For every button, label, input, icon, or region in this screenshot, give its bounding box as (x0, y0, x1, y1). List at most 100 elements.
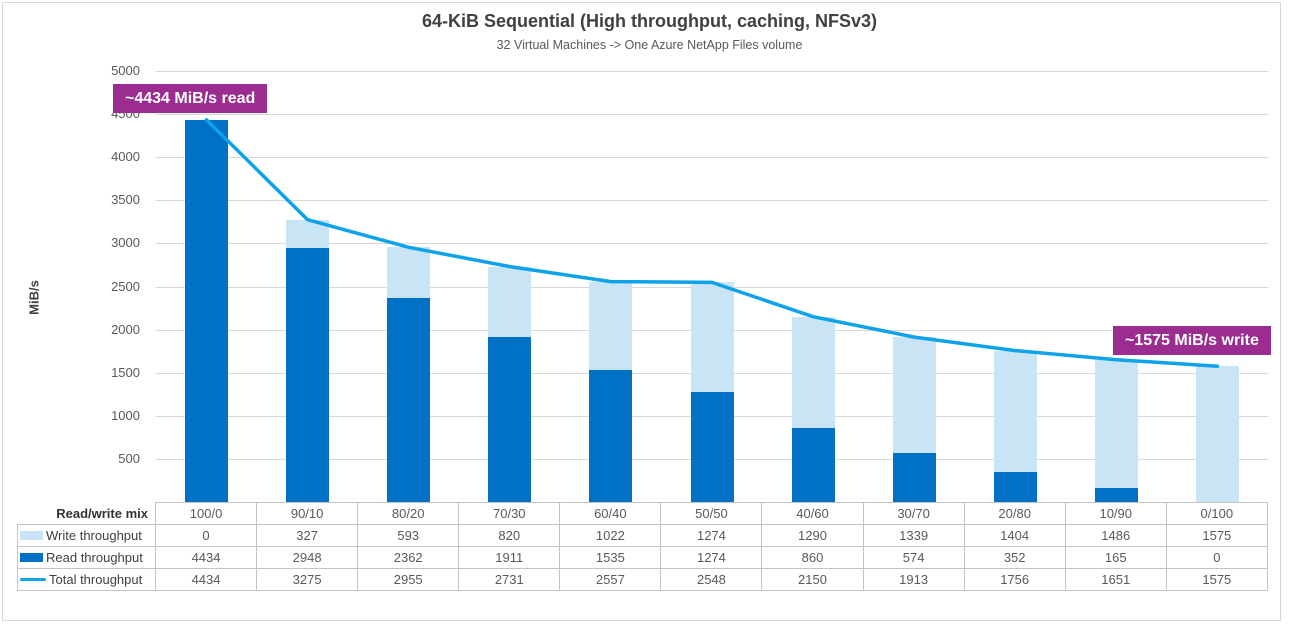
value-cell: 2150 (761, 568, 864, 591)
total-throughput-line (204, 118, 1220, 368)
category-cell: 80/20 (357, 502, 460, 525)
y-axis-title: MiB/s (26, 280, 42, 315)
value-cell: 1290 (761, 524, 864, 547)
bar-write-segment (1094, 359, 1138, 488)
bar-read-segment (589, 369, 633, 502)
category-cell: 30/70 (862, 502, 965, 525)
bar-write-segment (1195, 366, 1239, 502)
category-cell: 60/40 (559, 502, 662, 525)
bar-read-segment (185, 119, 229, 502)
gridline (156, 243, 1268, 245)
bar-read-segment (993, 471, 1037, 502)
bar-write-segment (589, 281, 633, 370)
value-cell: 2362 (357, 546, 460, 569)
value-cell: 1274 (660, 546, 763, 569)
value-cell: 1535 (559, 546, 662, 569)
category-cell: 0/100 (1165, 502, 1268, 525)
bar-write-segment (690, 282, 734, 393)
write-swatch-icon (20, 531, 43, 541)
value-cell: 327 (256, 524, 359, 547)
value-cell: 1913 (862, 568, 965, 591)
value-cell: 3275 (256, 568, 359, 591)
y-tick-label: 5000 (111, 63, 140, 78)
category-cell: 100/0 (154, 502, 258, 525)
legend-label: Total throughput (49, 572, 143, 587)
bar-read-segment (690, 392, 734, 502)
value-cell: 820 (458, 524, 561, 547)
value-cell: 1274 (660, 524, 763, 547)
category-cell: 40/60 (761, 502, 864, 525)
bar-write-segment (993, 350, 1037, 472)
total-line-path (204, 118, 1220, 368)
bar-read-segment (488, 337, 532, 502)
y-tick-label: 1000 (111, 407, 140, 423)
bar-read-segment (791, 427, 835, 502)
value-cell: 593 (357, 524, 460, 547)
category-cell: 90/10 (256, 502, 359, 525)
chart-title: 64-KiB Sequential (High throughput, cach… (421, 11, 878, 31)
value-cell: 1651 (1064, 568, 1167, 591)
value-cell: 4434 (154, 546, 258, 569)
legend-cell: Total throughput (17, 568, 156, 591)
annotation-read-callout: ~4434 MiB/s read (113, 84, 268, 113)
category-cell: 10/90 (1064, 502, 1167, 525)
value-cell: 1022 (559, 524, 662, 547)
value-cell: 2731 (458, 568, 561, 591)
legend-label: Write throughput (46, 528, 142, 543)
gridline (156, 71, 1268, 72)
value-cell: 2948 (256, 546, 359, 569)
bar-read-segment (387, 298, 431, 502)
legend-cell: Write throughput (17, 524, 156, 547)
data-table: Read/write mix 100/0 90/10 80/20 70/30 60/40 5… (17, 502, 1268, 591)
legend-cell: Read throughput (17, 546, 156, 569)
bar-read-segment (892, 452, 936, 502)
value-cell: 1575 (1165, 524, 1268, 547)
value-cell: 165 (1064, 546, 1167, 569)
value-cell: 352 (963, 546, 1066, 569)
y-tick-label: 3000 (111, 235, 140, 251)
y-tick-label: 2500 (111, 278, 140, 294)
y-tick-label: 4000 (111, 149, 140, 165)
value-cell: 1486 (1064, 524, 1167, 547)
table-row-write: Write throughput 0 327 593 820 1022 1274 1290 13… (17, 524, 1268, 547)
value-cell: 2955 (357, 568, 460, 591)
annotation-write-callout: ~1575 MiB/s write (1113, 326, 1271, 355)
bar-write-segment (387, 247, 431, 299)
bar-write-segment (791, 316, 835, 428)
category-cell: 20/80 (963, 502, 1066, 525)
y-tick-label: 1500 (111, 364, 140, 380)
y-tick-label: 2000 (111, 321, 140, 337)
value-cell: 1575 (1165, 568, 1268, 591)
category-cell: 70/30 (458, 502, 561, 525)
read-swatch-icon (20, 553, 43, 563)
category-cell: 50/50 (660, 502, 763, 525)
bar-read-segment (1094, 487, 1138, 502)
total-line-swatch-icon (20, 578, 46, 582)
bar-read-segment (286, 247, 330, 502)
bar-write-segment (892, 337, 936, 453)
value-cell: 1404 (963, 524, 1066, 547)
legend-label: Read throughput (46, 550, 143, 565)
chart-subtitle: 32 Virtual Machines -> One Azure NetApp … (496, 38, 803, 52)
value-cell: 0 (1165, 546, 1268, 569)
value-cell: 1756 (963, 568, 1066, 591)
plot-area (156, 71, 1268, 502)
value-cell: 1339 (862, 524, 965, 547)
gridline (156, 200, 1268, 202)
value-cell: 574 (862, 546, 965, 569)
table-row-total: Total throughput 4434 3275 2955 2731 2557 2548… (17, 568, 1268, 591)
table-row-read: Read throughput 4434 2948 2362 1911 1535 1274 8… (17, 546, 1268, 569)
row-header-label: Read/write mix (56, 505, 148, 521)
value-cell: 4434 (154, 568, 258, 591)
y-tick-label: 3500 (111, 192, 140, 208)
bar-write-segment (488, 266, 532, 338)
gridline (156, 157, 1268, 159)
value-cell: 1911 (458, 546, 561, 569)
value-cell: 860 (761, 546, 864, 569)
value-cell: 2548 (660, 568, 763, 591)
gridline (156, 114, 1268, 116)
value-cell: 2557 (559, 568, 662, 591)
table-row-categories: Read/write mix 100/0 90/10 80/20 70/30 60/40 5… (18, 502, 1268, 525)
value-cell: 0 (154, 524, 258, 547)
